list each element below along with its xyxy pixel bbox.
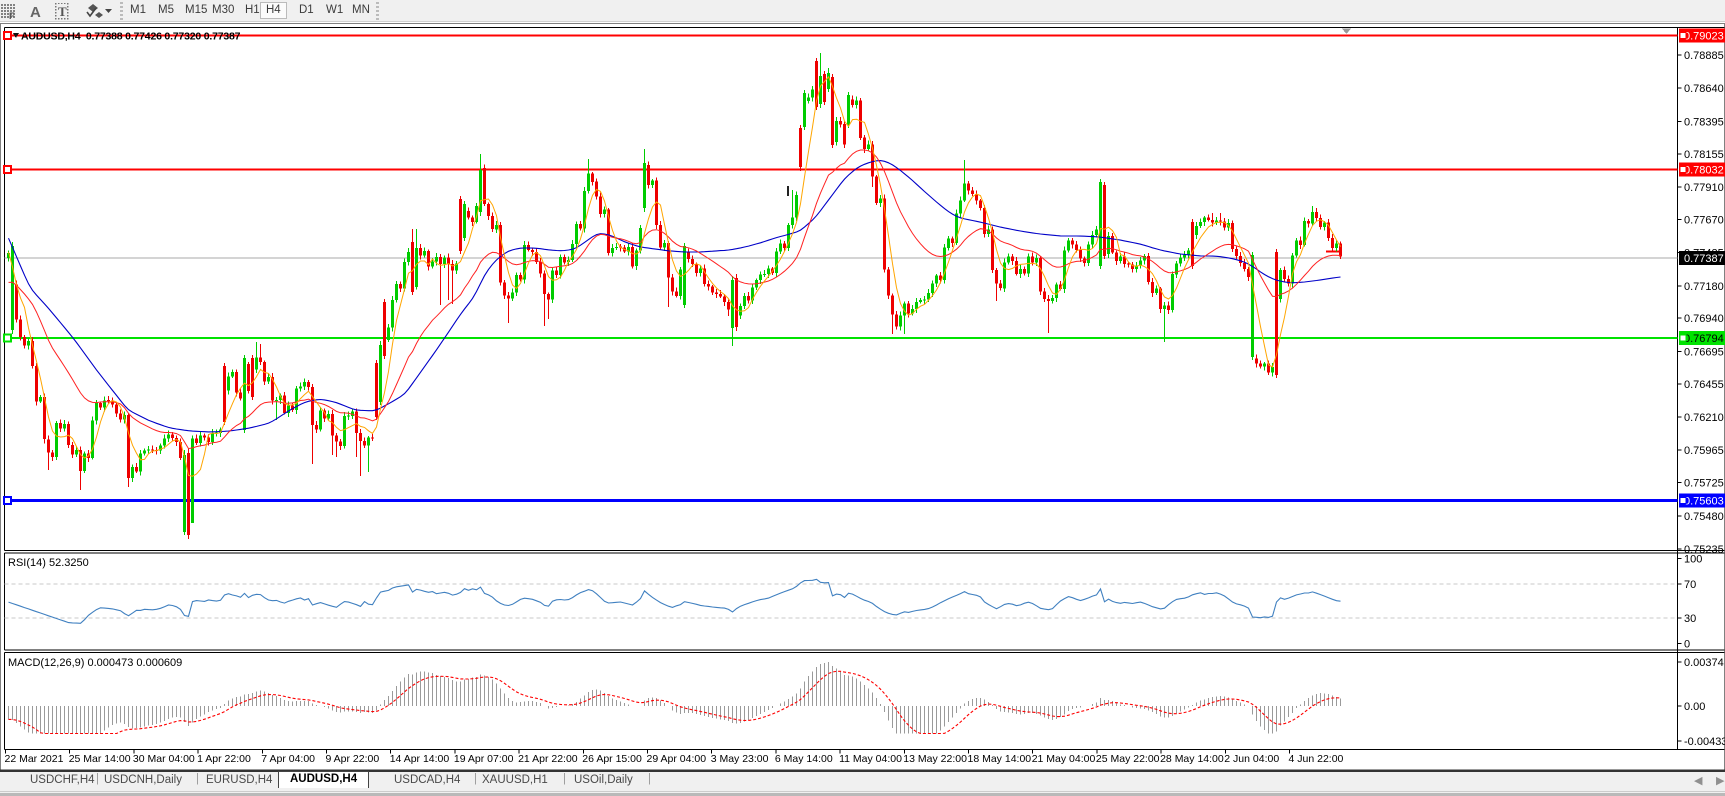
svg-text:-0.00433: -0.00433 xyxy=(1684,736,1725,748)
svg-text:T: T xyxy=(58,4,67,19)
svg-text:21 Apr 22:00: 21 Apr 22:00 xyxy=(518,753,578,765)
svg-text:7 Apr 04:00: 7 Apr 04:00 xyxy=(261,753,315,765)
svg-text:18 May 14:00: 18 May 14:00 xyxy=(968,753,1032,765)
svg-text:AUDUSD,H4 0.77388 0.77426 0.7: AUDUSD,H4 0.77388 0.77426 0.77320 0.7738… xyxy=(21,31,241,43)
svg-text:A: A xyxy=(30,4,41,21)
svg-text:25 Mar 14:00: 25 Mar 14:00 xyxy=(69,753,131,765)
svg-text:14 Apr 14:00: 14 Apr 14:00 xyxy=(390,753,450,765)
svg-text:0.79023: 0.79023 xyxy=(1684,31,1724,43)
svg-text:1 Apr 22:00: 1 Apr 22:00 xyxy=(197,753,251,765)
svg-text:9 Apr 22:00: 9 Apr 22:00 xyxy=(326,753,380,765)
svg-text:6 May 14:00: 6 May 14:00 xyxy=(775,753,833,765)
svg-text:F: F xyxy=(9,11,15,21)
svg-text:70: 70 xyxy=(1684,579,1696,591)
svg-text:30: 30 xyxy=(1684,613,1696,625)
svg-text:0.75603: 0.75603 xyxy=(1684,496,1724,508)
svg-text:MACD(12,26,9) 0.000473 0.00060: MACD(12,26,9) 0.000473 0.000609 xyxy=(8,657,182,669)
svg-text:21 May 04:00: 21 May 04:00 xyxy=(1032,753,1096,765)
svg-text:0.75480: 0.75480 xyxy=(1684,511,1724,523)
svg-text:0.78032: 0.78032 xyxy=(1684,165,1724,177)
svg-text:19 Apr 07:00: 19 Apr 07:00 xyxy=(454,753,514,765)
svg-text:11 May 04:00: 11 May 04:00 xyxy=(839,753,902,765)
svg-text:0.77910: 0.77910 xyxy=(1684,182,1724,194)
svg-text:26 Apr 15:00: 26 Apr 15:00 xyxy=(582,753,642,765)
svg-text:0.75235: 0.75235 xyxy=(1684,544,1724,556)
svg-text:0.77670: 0.77670 xyxy=(1684,215,1724,227)
svg-text:22 Mar 2021: 22 Mar 2021 xyxy=(5,753,64,765)
svg-text:100: 100 xyxy=(1684,554,1702,566)
svg-text:30 Mar 04:00: 30 Mar 04:00 xyxy=(133,753,195,765)
svg-text:RSI(14) 52.3250: RSI(14) 52.3250 xyxy=(8,557,89,569)
svg-text:4 Jun 22:00: 4 Jun 22:00 xyxy=(1289,753,1344,765)
svg-text:3 May 23:00: 3 May 23:00 xyxy=(711,753,769,765)
svg-text:0.76210: 0.76210 xyxy=(1684,412,1724,424)
svg-text:2 Jun 04:00: 2 Jun 04:00 xyxy=(1224,753,1279,765)
svg-text:0.76794: 0.76794 xyxy=(1684,333,1724,345)
svg-text:0.76455: 0.76455 xyxy=(1684,379,1724,391)
svg-text:0.75965: 0.75965 xyxy=(1684,445,1724,457)
svg-text:29 Apr 04:00: 29 Apr 04:00 xyxy=(647,753,707,765)
svg-text:0.78155: 0.78155 xyxy=(1684,149,1724,161)
svg-text:28 May 14:00: 28 May 14:00 xyxy=(1160,753,1224,765)
svg-text:0.78640: 0.78640 xyxy=(1684,83,1724,95)
svg-text:0.76940: 0.76940 xyxy=(1684,313,1724,325)
svg-text:0.77180: 0.77180 xyxy=(1684,281,1724,293)
svg-text:0.75725: 0.75725 xyxy=(1684,478,1724,490)
svg-text:0.78395: 0.78395 xyxy=(1684,116,1724,128)
svg-text:0.78885: 0.78885 xyxy=(1684,50,1724,62)
svg-text:0.00374: 0.00374 xyxy=(1684,657,1724,669)
svg-text:0: 0 xyxy=(1684,639,1690,651)
svg-text:13 May 22:00: 13 May 22:00 xyxy=(903,753,967,765)
svg-text:0.00: 0.00 xyxy=(1684,701,1705,713)
svg-text:25 May 22:00: 25 May 22:00 xyxy=(1096,753,1160,765)
svg-text:0.76695: 0.76695 xyxy=(1684,346,1724,358)
svg-text:0.77387: 0.77387 xyxy=(1684,253,1724,265)
